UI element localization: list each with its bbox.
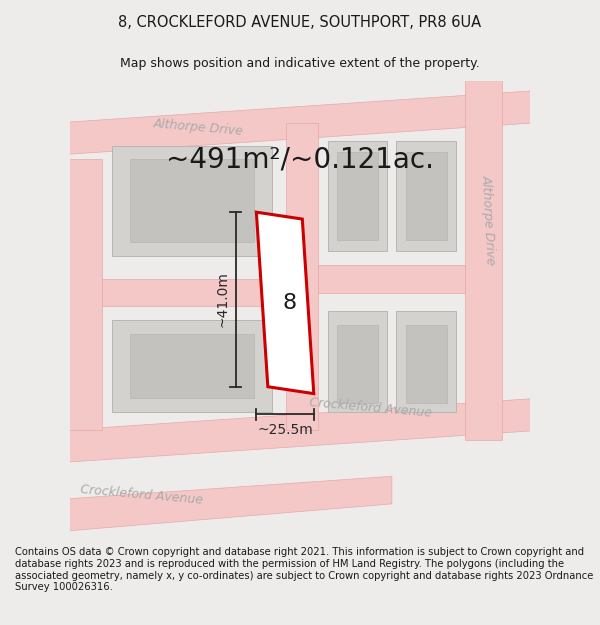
Bar bbox=[337, 152, 378, 240]
Bar bbox=[328, 311, 387, 412]
Polygon shape bbox=[61, 91, 539, 155]
Text: 8, CROCKLEFORD AVENUE, SOUTHPORT, PR8 6UA: 8, CROCKLEFORD AVENUE, SOUTHPORT, PR8 6U… bbox=[118, 15, 482, 30]
Polygon shape bbox=[61, 398, 539, 462]
Bar bbox=[397, 311, 456, 412]
Bar bbox=[328, 141, 387, 251]
Bar bbox=[406, 325, 447, 402]
Text: Althorpe Drive: Althorpe Drive bbox=[479, 174, 497, 265]
Text: Crockleford Avenue: Crockleford Avenue bbox=[79, 483, 203, 506]
Text: ~491m²/~0.121ac.: ~491m²/~0.121ac. bbox=[166, 146, 434, 173]
Text: Althorpe Drive: Althorpe Drive bbox=[153, 117, 244, 138]
Text: ~25.5m: ~25.5m bbox=[257, 423, 313, 438]
Text: ~41.0m: ~41.0m bbox=[216, 271, 230, 328]
Polygon shape bbox=[286, 122, 319, 431]
Polygon shape bbox=[61, 159, 103, 431]
Polygon shape bbox=[466, 72, 502, 439]
Polygon shape bbox=[256, 212, 314, 394]
Bar bbox=[130, 334, 254, 398]
Polygon shape bbox=[61, 476, 392, 531]
Text: Crockleford Avenue: Crockleford Avenue bbox=[309, 396, 433, 419]
Polygon shape bbox=[103, 279, 286, 306]
Bar bbox=[337, 325, 378, 402]
Bar bbox=[406, 152, 447, 240]
Bar bbox=[130, 159, 254, 242]
Bar bbox=[397, 141, 456, 251]
Text: 8: 8 bbox=[283, 293, 297, 313]
Polygon shape bbox=[319, 265, 466, 292]
Bar bbox=[112, 146, 272, 256]
Bar bbox=[112, 320, 272, 412]
Text: Map shows position and indicative extent of the property.: Map shows position and indicative extent… bbox=[120, 57, 480, 70]
Text: Contains OS data © Crown copyright and database right 2021. This information is : Contains OS data © Crown copyright and d… bbox=[15, 548, 593, 592]
